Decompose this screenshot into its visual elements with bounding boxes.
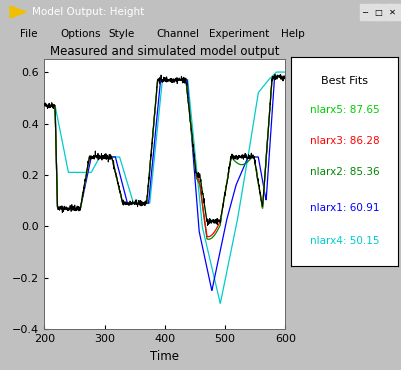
Bar <box>373 4 393 20</box>
Text: nlarx4: 50.15: nlarx4: 50.15 <box>309 236 379 246</box>
Text: Experiment: Experiment <box>209 29 269 39</box>
Text: ✕: ✕ <box>388 7 395 17</box>
Text: Style: Style <box>108 29 134 39</box>
Text: ─: ─ <box>361 7 366 17</box>
Text: Help: Help <box>281 29 304 39</box>
Title: Measured and simulated model output: Measured and simulated model output <box>50 45 279 58</box>
Text: Channel: Channel <box>156 29 199 39</box>
Text: nlarx2: 85.36: nlarx2: 85.36 <box>309 167 379 177</box>
Bar <box>387 4 401 20</box>
Text: Best Fits: Best Fits <box>320 76 367 86</box>
Bar <box>359 4 379 20</box>
Text: nlarx5: 87.65: nlarx5: 87.65 <box>309 105 379 115</box>
Text: nlarx3: 86.28: nlarx3: 86.28 <box>309 136 379 146</box>
Text: File: File <box>20 29 38 39</box>
Text: Options: Options <box>60 29 101 39</box>
Text: Model Output: Height: Model Output: Height <box>32 7 144 17</box>
Text: nlarx1: 60.91: nlarx1: 60.91 <box>309 203 379 213</box>
Text: □: □ <box>374 7 382 17</box>
X-axis label: Time: Time <box>150 350 179 363</box>
Polygon shape <box>10 6 26 18</box>
